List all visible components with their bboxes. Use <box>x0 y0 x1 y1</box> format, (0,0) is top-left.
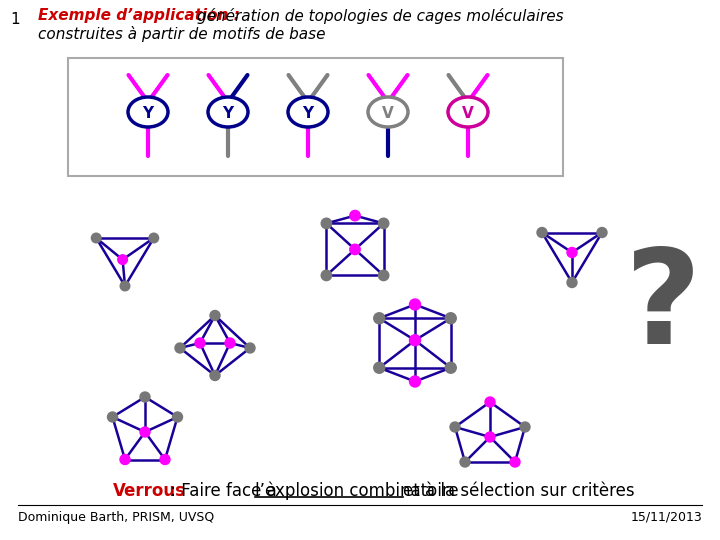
Ellipse shape <box>208 97 248 127</box>
Circle shape <box>410 376 420 387</box>
Ellipse shape <box>448 97 488 127</box>
Circle shape <box>350 211 360 221</box>
Text: Verrous: Verrous <box>113 482 186 500</box>
Circle shape <box>597 227 607 238</box>
Circle shape <box>107 412 117 422</box>
Text: Y: Y <box>222 105 233 120</box>
Text: construites à partir de motifs de base: construites à partir de motifs de base <box>38 26 325 42</box>
Circle shape <box>567 247 577 258</box>
Circle shape <box>120 281 130 291</box>
Circle shape <box>321 218 332 228</box>
Circle shape <box>485 432 495 442</box>
Text: V: V <box>382 105 394 120</box>
Circle shape <box>225 338 235 348</box>
Circle shape <box>374 313 384 324</box>
Circle shape <box>410 335 420 346</box>
Text: l’explosion combinatoire: l’explosion combinatoire <box>255 482 464 500</box>
Text: Dominique Barth, PRISM, UVSQ: Dominique Barth, PRISM, UVSQ <box>18 510 215 523</box>
Circle shape <box>140 392 150 402</box>
FancyBboxPatch shape <box>68 58 563 176</box>
Circle shape <box>210 370 220 381</box>
Circle shape <box>118 255 127 265</box>
Circle shape <box>445 362 456 373</box>
Text: Y: Y <box>143 105 153 120</box>
Circle shape <box>149 233 158 243</box>
Circle shape <box>321 270 332 281</box>
Ellipse shape <box>128 97 168 127</box>
Circle shape <box>195 338 205 348</box>
Circle shape <box>175 343 185 353</box>
Circle shape <box>379 218 389 228</box>
Circle shape <box>537 227 547 238</box>
Circle shape <box>120 455 130 464</box>
Text: V: V <box>462 105 474 120</box>
Circle shape <box>350 244 360 254</box>
Circle shape <box>160 455 170 464</box>
Text: 15/11/2013: 15/11/2013 <box>630 510 702 523</box>
Circle shape <box>410 299 420 310</box>
Circle shape <box>460 457 470 467</box>
Circle shape <box>510 457 520 467</box>
Text: : Faire face à: : Faire face à <box>165 482 282 500</box>
Circle shape <box>374 362 384 373</box>
Circle shape <box>245 343 255 353</box>
Text: ?: ? <box>625 245 701 372</box>
Text: 1: 1 <box>10 12 19 27</box>
Text: génération de topologies de cages moléculaires: génération de topologies de cages molécu… <box>197 8 564 24</box>
Circle shape <box>567 278 577 287</box>
Text: et à la sélection sur critères: et à la sélection sur critères <box>403 482 634 500</box>
Circle shape <box>379 270 389 281</box>
Text: Y: Y <box>302 105 314 120</box>
Circle shape <box>520 422 530 432</box>
Circle shape <box>485 397 495 407</box>
Text: Exemple d’application :: Exemple d’application : <box>38 8 245 23</box>
Circle shape <box>445 313 456 324</box>
Circle shape <box>91 233 101 243</box>
Circle shape <box>450 422 460 432</box>
Circle shape <box>210 310 220 321</box>
Circle shape <box>173 412 182 422</box>
Ellipse shape <box>368 97 408 127</box>
Ellipse shape <box>288 97 328 127</box>
Circle shape <box>140 427 150 437</box>
